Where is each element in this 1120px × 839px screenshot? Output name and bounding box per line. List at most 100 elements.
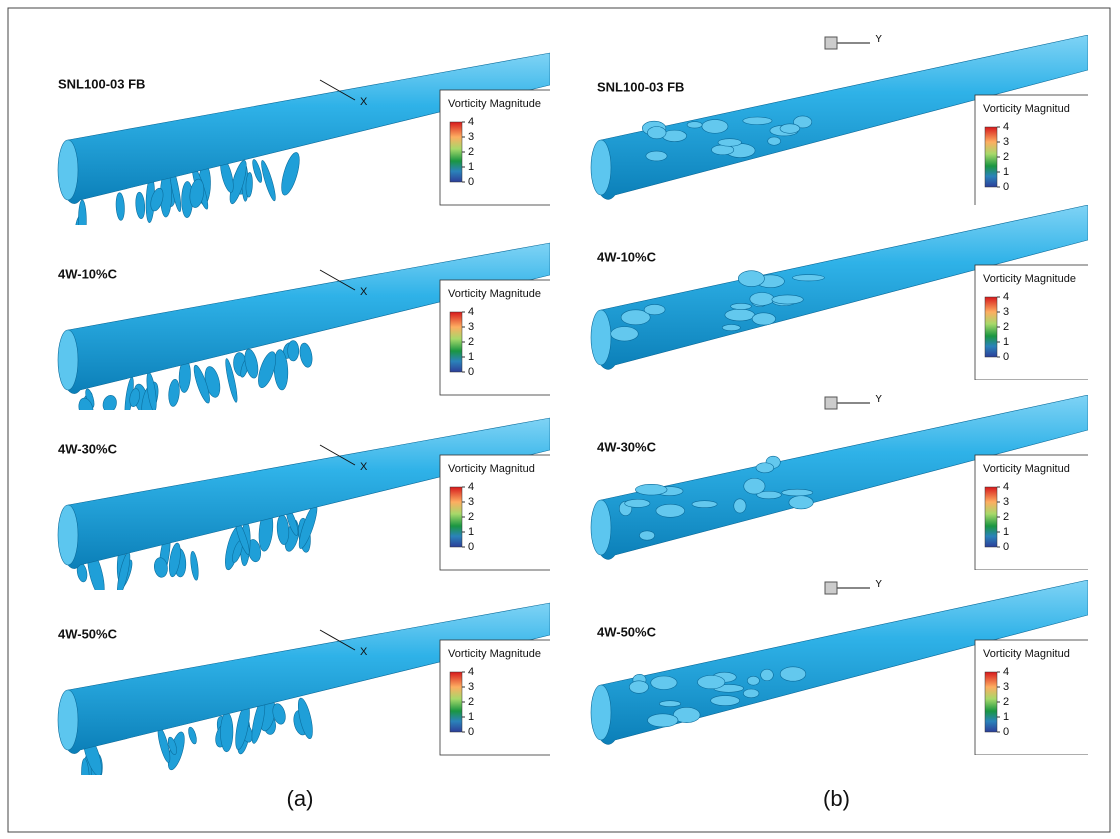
vortex <box>718 139 741 147</box>
colorbar-tick-label: 0 <box>468 366 474 378</box>
case-label: 4W-50%C <box>597 624 657 639</box>
colorbar-tick-label: 3 <box>1003 306 1009 318</box>
legend-title: Vorticity Magnitud <box>983 103 1070 115</box>
panel: SNL100-03 FBYVorticity Magnitud43210 <box>585 33 1105 210</box>
vortex <box>731 303 752 309</box>
colorbar-tick-label: 1 <box>1003 336 1009 348</box>
vortex <box>644 304 665 314</box>
legend-title: Vorticity Magnitude <box>983 273 1076 285</box>
vortex <box>288 341 299 361</box>
blade-root <box>591 310 611 365</box>
vortex <box>743 689 759 698</box>
vortex <box>743 117 772 125</box>
colorbar-tick-label: 4 <box>468 666 474 678</box>
caption: (a) <box>287 786 314 811</box>
axis-label: X <box>360 461 368 473</box>
vortex <box>734 499 746 513</box>
vortex <box>697 675 724 688</box>
case-label: 4W-10%C <box>58 266 118 281</box>
colorbar-tick-label: 1 <box>1003 166 1009 178</box>
axis-label: X <box>360 646 368 658</box>
vortex <box>789 496 813 509</box>
vortex <box>725 309 755 321</box>
vortex <box>647 127 666 139</box>
case-label: 4W-30%C <box>597 439 657 454</box>
vortex <box>611 327 639 341</box>
colorbar <box>985 297 997 357</box>
axis-cube <box>825 582 837 594</box>
vortex <box>744 478 765 494</box>
vortex <box>646 151 667 161</box>
legend-title: Vorticity Magnitud <box>448 463 535 475</box>
colorbar-tick-label: 2 <box>1003 511 1009 523</box>
vortex <box>639 531 654 540</box>
colorbar <box>450 122 462 182</box>
colorbar-tick-label: 1 <box>1003 526 1009 538</box>
colorbar-tick-label: 3 <box>468 496 474 508</box>
colorbar-tick-label: 3 <box>1003 136 1009 148</box>
axis-label: X <box>360 96 368 108</box>
colorbar <box>450 487 462 547</box>
colorbar <box>450 672 462 732</box>
vortex <box>780 667 806 681</box>
vortex <box>768 137 781 145</box>
blade-root <box>58 140 78 200</box>
legend-title: Vorticity Magnitude <box>448 648 541 660</box>
colorbar <box>985 672 997 732</box>
case-label: SNL100-03 FB <box>597 79 684 94</box>
vortex <box>656 504 685 517</box>
vortex <box>752 313 775 325</box>
blade-root <box>58 330 78 390</box>
colorbar <box>985 487 997 547</box>
colorbar <box>450 312 462 372</box>
colorbar-tick-label: 1 <box>468 351 474 363</box>
vortex <box>625 499 650 507</box>
blade-root <box>58 505 78 565</box>
colorbar-tick-label: 1 <box>1003 711 1009 723</box>
colorbar-tick-label: 0 <box>1003 726 1009 738</box>
colorbar-tick-label: 4 <box>468 116 474 128</box>
colorbar <box>985 127 997 187</box>
vortex <box>687 122 702 129</box>
vortex <box>780 124 800 133</box>
blade-root <box>591 500 611 555</box>
vortex <box>738 271 764 287</box>
axis-label: Y <box>875 578 883 590</box>
vortex <box>78 200 86 240</box>
case-label: 4W-30%C <box>58 441 118 456</box>
vortex <box>747 676 759 685</box>
vortex <box>722 325 740 331</box>
vortex <box>792 275 824 281</box>
colorbar-tick-label: 1 <box>468 161 474 173</box>
vortex <box>756 463 774 473</box>
axis-label: Y <box>875 393 883 405</box>
legend-title: Vorticity Magnitud <box>983 463 1070 475</box>
colorbar-tick-label: 3 <box>468 321 474 333</box>
colorbar-tick-label: 2 <box>468 146 474 158</box>
colorbar-tick-label: 2 <box>468 511 474 523</box>
legend-title: Vorticity Magnitud <box>983 648 1070 660</box>
vortex <box>772 295 804 304</box>
colorbar-tick-label: 2 <box>1003 321 1009 333</box>
vortex <box>220 712 233 751</box>
colorbar-tick-label: 3 <box>468 681 474 693</box>
blade-root <box>591 685 611 740</box>
colorbar-tick-label: 4 <box>468 481 474 493</box>
colorbar-tick-label: 3 <box>468 131 474 143</box>
vortex <box>648 714 678 727</box>
case-label: 4W-10%C <box>597 249 657 264</box>
figure: SNL100-03 FB X Vorticity Magnitude 4 3 2 1 0 4W-… <box>0 0 1120 839</box>
vortex <box>651 676 677 690</box>
colorbar-tick-label: 3 <box>1003 496 1009 508</box>
colorbar-tick-label: 0 <box>468 726 474 738</box>
axis-cube <box>825 397 837 409</box>
case-label: 4W-50%C <box>58 626 118 641</box>
colorbar-tick-label: 4 <box>468 306 474 318</box>
colorbar-tick-label: 4 <box>1003 291 1009 303</box>
axis-cube <box>825 37 837 49</box>
colorbar-tick-label: 0 <box>1003 541 1009 553</box>
